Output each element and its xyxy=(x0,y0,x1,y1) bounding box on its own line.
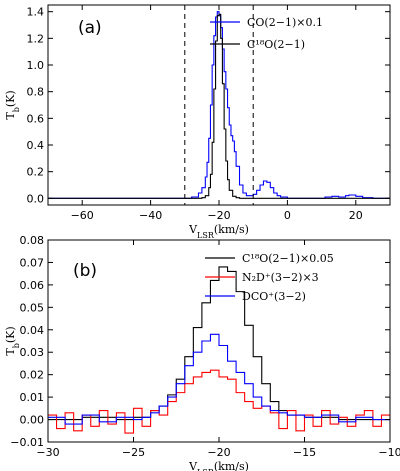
x-tick-label: −60 xyxy=(71,209,94,222)
series-line-2 xyxy=(48,369,390,434)
y-tick-label: 0.05 xyxy=(20,301,45,314)
x-tick-label: −10 xyxy=(378,446,400,459)
series-line-2 xyxy=(48,13,390,199)
y-tick-label: 0.8 xyxy=(27,86,45,99)
series-line-1 xyxy=(48,11,390,199)
y-axis-label: Tb(K) xyxy=(4,326,21,355)
y-tick-label: 0.06 xyxy=(20,279,45,292)
series-group xyxy=(48,11,390,199)
x-tick-label: −30 xyxy=(36,446,59,459)
y-tick-label: 0.0 xyxy=(27,192,45,205)
y-tick-label: 1.2 xyxy=(27,32,45,45)
y-tick-label: 0.04 xyxy=(20,324,45,337)
y-tick-label: 0.08 xyxy=(20,234,45,247)
y-tick-label: 0.2 xyxy=(27,166,45,179)
panel-b: −30 −25 −20 −15 −10 −0.01 0.00 0.01 0.02 0.03 0.04… xyxy=(4,234,400,471)
y-tick-label: 0.4 xyxy=(27,139,45,152)
x-tick-label: −20 xyxy=(207,209,230,222)
y-tick-label: 1.0 xyxy=(27,59,45,72)
y-tick-label: −0.01 xyxy=(10,436,44,449)
legend-label-2: N₂D⁺(3−2)×3 xyxy=(242,271,319,284)
x-tick-label: 20 xyxy=(349,209,363,222)
x-tick-label: −20 xyxy=(207,446,230,459)
y-tick-label: 0.00 xyxy=(20,414,45,427)
legend-label-2: C¹⁸O(2−1) xyxy=(247,38,305,51)
y-tick-label: 0.02 xyxy=(20,369,45,382)
y-axis-label: Tb(K) xyxy=(4,90,21,119)
x-tick-label: −15 xyxy=(293,446,316,459)
x-tick-label: −25 xyxy=(122,446,145,459)
panel-label: (b) xyxy=(73,261,97,281)
x-axis-label: VLSR(km/s) xyxy=(188,460,249,471)
y-tick-label: 0.6 xyxy=(27,112,45,125)
panel-a: −60 −40 −20 0 20 0.0 0.2 0.4 0.6 0.8 1.0 1.2 1.4 VLSR… xyxy=(4,4,391,240)
y-tick-label: 0.07 xyxy=(20,256,45,269)
x-tick-label: 0 xyxy=(284,209,291,222)
panel-label: (a) xyxy=(78,18,102,38)
series-group xyxy=(48,266,390,434)
x-axis-label: VLSR(km/s) xyxy=(188,223,249,240)
y-tick-label: 0.03 xyxy=(20,346,45,359)
legend-label-3: DCO⁺(3−2) xyxy=(242,290,306,303)
y-tick-label: 1.4 xyxy=(27,6,45,19)
legend-label-1: CO(2−1)×0.1 xyxy=(247,16,323,29)
legend-label-1: C¹⁸O(2−1)×0.05 xyxy=(242,252,334,265)
y-tick-label: 0.01 xyxy=(20,391,45,404)
x-tick-label: −40 xyxy=(139,209,162,222)
series-line-3 xyxy=(48,333,390,425)
